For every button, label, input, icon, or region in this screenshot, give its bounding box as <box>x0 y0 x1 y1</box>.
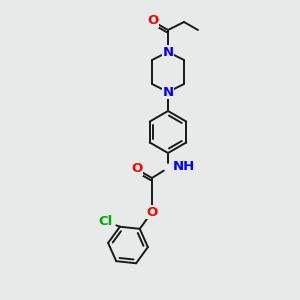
Text: O: O <box>147 14 159 28</box>
Text: O: O <box>131 163 142 176</box>
Text: N: N <box>162 46 174 59</box>
Text: NH: NH <box>173 160 195 173</box>
Text: Cl: Cl <box>99 215 113 228</box>
Text: N: N <box>162 85 174 98</box>
Text: O: O <box>146 206 158 218</box>
